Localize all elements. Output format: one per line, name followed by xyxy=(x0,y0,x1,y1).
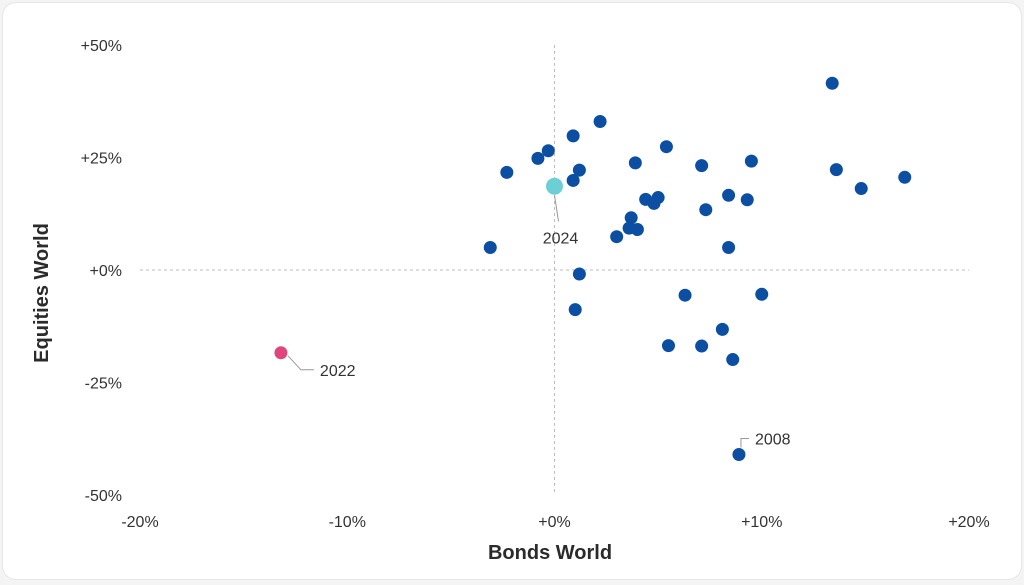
data-point-2022 xyxy=(274,346,288,360)
x-axis-ticks: -20% -10% +0% +10% +20% xyxy=(121,514,989,531)
data-point xyxy=(572,267,586,281)
data-point xyxy=(695,159,709,173)
scatter-chart: -20% -10% +0% +10% +20% +50%+25%+0%-25%-50% … xyxy=(31,38,990,564)
zero-lines xyxy=(140,45,969,495)
x-tick-label: +0% xyxy=(538,514,570,531)
data-point xyxy=(726,353,740,367)
data-point xyxy=(695,339,709,353)
callout-line-2024 xyxy=(554,195,559,222)
data-point xyxy=(854,182,868,196)
data-point xyxy=(572,163,586,177)
data-point xyxy=(755,287,769,301)
data-point xyxy=(531,151,545,165)
x-tick-label: -10% xyxy=(329,514,366,531)
x-tick-label: +20% xyxy=(948,514,989,531)
data-point xyxy=(659,140,673,154)
annotation-2022: 2022 xyxy=(320,363,356,380)
data-point xyxy=(624,211,638,225)
highlighted-points: 2022 2024 2008 xyxy=(274,177,791,449)
y-tick-label: +0% xyxy=(90,263,122,280)
x-tick-label: +10% xyxy=(741,514,782,531)
data-point xyxy=(661,339,675,353)
y-axis-title: Equities World xyxy=(31,223,53,363)
data-point xyxy=(715,322,729,336)
data-point xyxy=(829,163,843,177)
data-point xyxy=(628,156,642,170)
data-point xyxy=(699,203,713,217)
data-point xyxy=(647,196,661,210)
data-point xyxy=(722,188,736,202)
data-point xyxy=(566,173,580,187)
data-point xyxy=(568,303,582,317)
data-point xyxy=(678,288,692,302)
data-points xyxy=(483,76,912,461)
y-tick-label: -50% xyxy=(85,488,122,505)
data-point xyxy=(722,241,736,254)
data-point xyxy=(500,165,514,179)
y-tick-label: +25% xyxy=(81,151,122,168)
y-axis-ticks: +50% +25% +0% -25% -50% xyxy=(81,38,122,505)
data-point xyxy=(744,154,758,168)
data-point xyxy=(740,193,754,207)
data-point xyxy=(483,241,497,254)
data-point xyxy=(541,144,555,158)
y-tick-label: +50% xyxy=(81,38,122,55)
data-point xyxy=(610,230,624,244)
data-point xyxy=(630,223,644,236)
data-point xyxy=(898,170,912,184)
data-point-2024 xyxy=(546,177,563,195)
callout-line-2008 xyxy=(740,438,749,448)
data-point xyxy=(732,448,746,461)
data-point xyxy=(566,129,580,143)
annotation-2008: 2008 xyxy=(755,432,791,449)
callout-line-2022 xyxy=(287,355,314,371)
annotation-2024: 2024 xyxy=(543,230,579,247)
x-axis-title: Bonds World xyxy=(488,542,612,564)
y-tick-label: -25% xyxy=(85,376,122,393)
data-point xyxy=(825,76,839,90)
x-tick-label: -20% xyxy=(121,514,158,531)
data-point xyxy=(593,115,607,128)
